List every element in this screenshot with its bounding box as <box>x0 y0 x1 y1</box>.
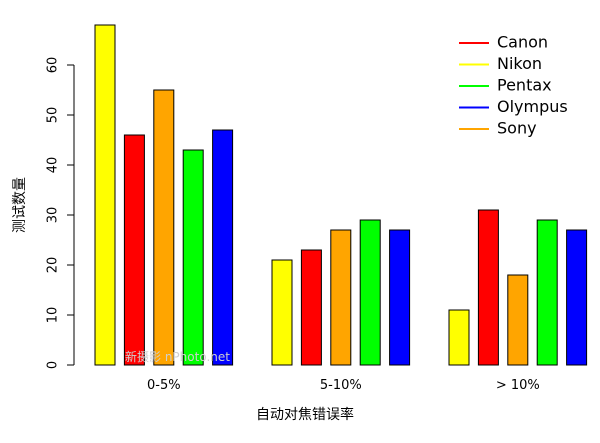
legend-label-olympus: Olympus <box>497 97 568 116</box>
legend-label-sony: Sony <box>497 119 537 138</box>
bar-pentax-1 <box>359 219 381 366</box>
bar-nikon-1 <box>271 259 293 366</box>
category-axis: 0-5% 5-10% > 10% <box>147 378 540 393</box>
bar-sony-0 <box>153 89 175 366</box>
y-tick-label: 50 <box>46 107 61 124</box>
legend-label-nikon: Nikon <box>497 54 542 73</box>
bar-nikon-0 <box>94 24 116 366</box>
y-axis: 0 10 20 30 40 50 60 <box>46 57 75 369</box>
bar-sony-2 <box>507 274 529 366</box>
legend-item-pentax: Pentax <box>459 76 552 95</box>
y-tick-label: 0 <box>46 361 61 369</box>
x-category-label: 5-10% <box>320 378 362 393</box>
bar-canon-2 <box>477 209 499 366</box>
legend: Canon Nikon Pentax Olympus Sony <box>459 33 568 138</box>
bar-pentax-2 <box>536 219 558 366</box>
bar-canon-1 <box>300 249 322 366</box>
bar-sony-1 <box>330 229 352 366</box>
y-tick-label: 20 <box>46 257 61 274</box>
y-tick-label: 40 <box>46 157 61 174</box>
bars <box>94 24 588 366</box>
bar-olympus-0 <box>212 129 234 366</box>
x-category-label: 0-5% <box>147 378 181 393</box>
legend-item-nikon: Nikon <box>459 54 542 73</box>
y-tick-label: 60 <box>46 57 61 74</box>
watermark-text: 新摄影 nPhoto.net <box>125 349 230 364</box>
legend-label-pentax: Pentax <box>497 76 552 95</box>
x-axis-title: 自动对焦错误率 <box>256 406 354 423</box>
y-tick-label: 10 <box>46 307 61 324</box>
bar-olympus-2 <box>566 229 588 366</box>
x-category-label: > 10% <box>496 378 540 393</box>
bar-nikon-2 <box>448 309 470 366</box>
bar-pentax-0 <box>182 149 204 366</box>
y-axis-title: 测试数量 <box>12 177 28 233</box>
y-tick-label: 30 <box>46 207 61 224</box>
legend-item-sony: Sony <box>459 119 537 138</box>
legend-item-canon: Canon <box>459 33 548 52</box>
bar-canon-0 <box>123 134 145 366</box>
legend-item-olympus: Olympus <box>459 97 568 116</box>
legend-label-canon: Canon <box>497 33 548 52</box>
bar-olympus-1 <box>389 229 411 366</box>
